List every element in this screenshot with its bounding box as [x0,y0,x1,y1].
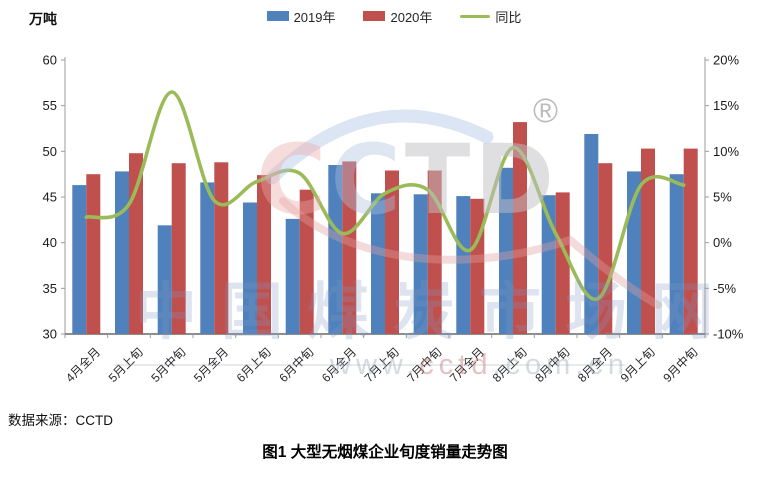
figure-caption: 图1 大型无烟煤企业旬度销量走势图 [262,444,508,461]
legend-label-2019: 2019年 [293,9,336,25]
right-tick-label: -10% [713,327,744,342]
bar-2020 [257,175,271,334]
x-category-label: 4月全月 [62,344,103,385]
bar-2020 [385,170,399,334]
legend-item-yoy: 同比 [460,7,521,26]
watermark-url-part: .com.cn [492,349,629,381]
watermark-url-part: www. [329,349,419,381]
bars-2020 [86,122,698,334]
right-tick-label: 20% [713,53,739,68]
bar-2020 [555,192,570,334]
right-tick-label: 5% [713,190,732,205]
left-tick-label: 55 [43,98,57,113]
left-tick-label: 45 [43,190,57,205]
bar-2019 [115,171,129,334]
bars-2019 [72,134,684,334]
left-tick-label: 60 [43,53,57,68]
watermark-site-name: 中国煤炭市场网 [135,278,737,347]
watermark-registered-icon: ® [533,92,558,130]
watermark-logo-letter: T [405,124,474,236]
bar-2019 [669,174,684,334]
right-tick-label: 15% [713,98,739,113]
watermark-blue-arc [265,109,494,185]
yoy-line [84,90,686,301]
bar-2020 [342,161,357,334]
bar-2019 [584,134,599,334]
watermark-logo-letter: C [330,124,404,236]
x-category-label: 9月中旬 [660,344,701,385]
watermark-url: www.cctd.com.cn [329,349,629,381]
bar-2019 [413,194,428,334]
bar-2019 [157,225,172,334]
bar-2020 [171,163,186,334]
bar-2019 [285,218,300,334]
bar-2019 [72,185,87,334]
right-tick-label: 0% [713,235,732,250]
legend-item-2019: 2019年 [266,7,336,26]
bar-2019 [371,193,385,334]
legend-item-2020: 2020年 [363,7,432,26]
legend-swatch-2019 [266,11,289,21]
bar-2020 [598,163,613,334]
right-tick-label: -5% [713,281,737,296]
bar-2019 [499,167,513,334]
bar-2020 [86,174,101,334]
bar-2019 [200,182,215,334]
bar-2020 [299,189,314,334]
bar-2020 [427,170,442,334]
legend-swatch-yoy-line [460,14,491,18]
left-tick-label: 30 [43,327,57,342]
bar-2020 [683,148,698,334]
left-tick-label: 40 [43,235,57,250]
watermark-logo-cctd: CCTD [256,124,558,236]
left-tick-label: 35 [43,281,57,296]
watermark-logo-letter: D [474,124,558,236]
watermark-red-arc [279,197,662,309]
bar-2019 [456,196,471,334]
watermark-logo-letter: C [256,124,330,236]
legend-label-2020: 2020年 [390,9,433,25]
bar-2020 [641,148,655,334]
bar-2019 [243,202,257,334]
chart-legend: 2019年 2020年 同比 [0,6,770,26]
legend-label-yoy: 同比 [495,9,522,25]
bar-2019 [328,165,343,334]
right-tick-label: 10% [713,144,739,159]
left-axis-unit-label: 万吨 [29,11,57,27]
left-tick-label: 50 [43,144,57,159]
bar-2020 [513,122,527,334]
legend-swatch-2020 [363,11,386,21]
data-source-note: 数据来源：CCTD [8,413,113,428]
watermark-url-part: cctd [419,349,492,381]
